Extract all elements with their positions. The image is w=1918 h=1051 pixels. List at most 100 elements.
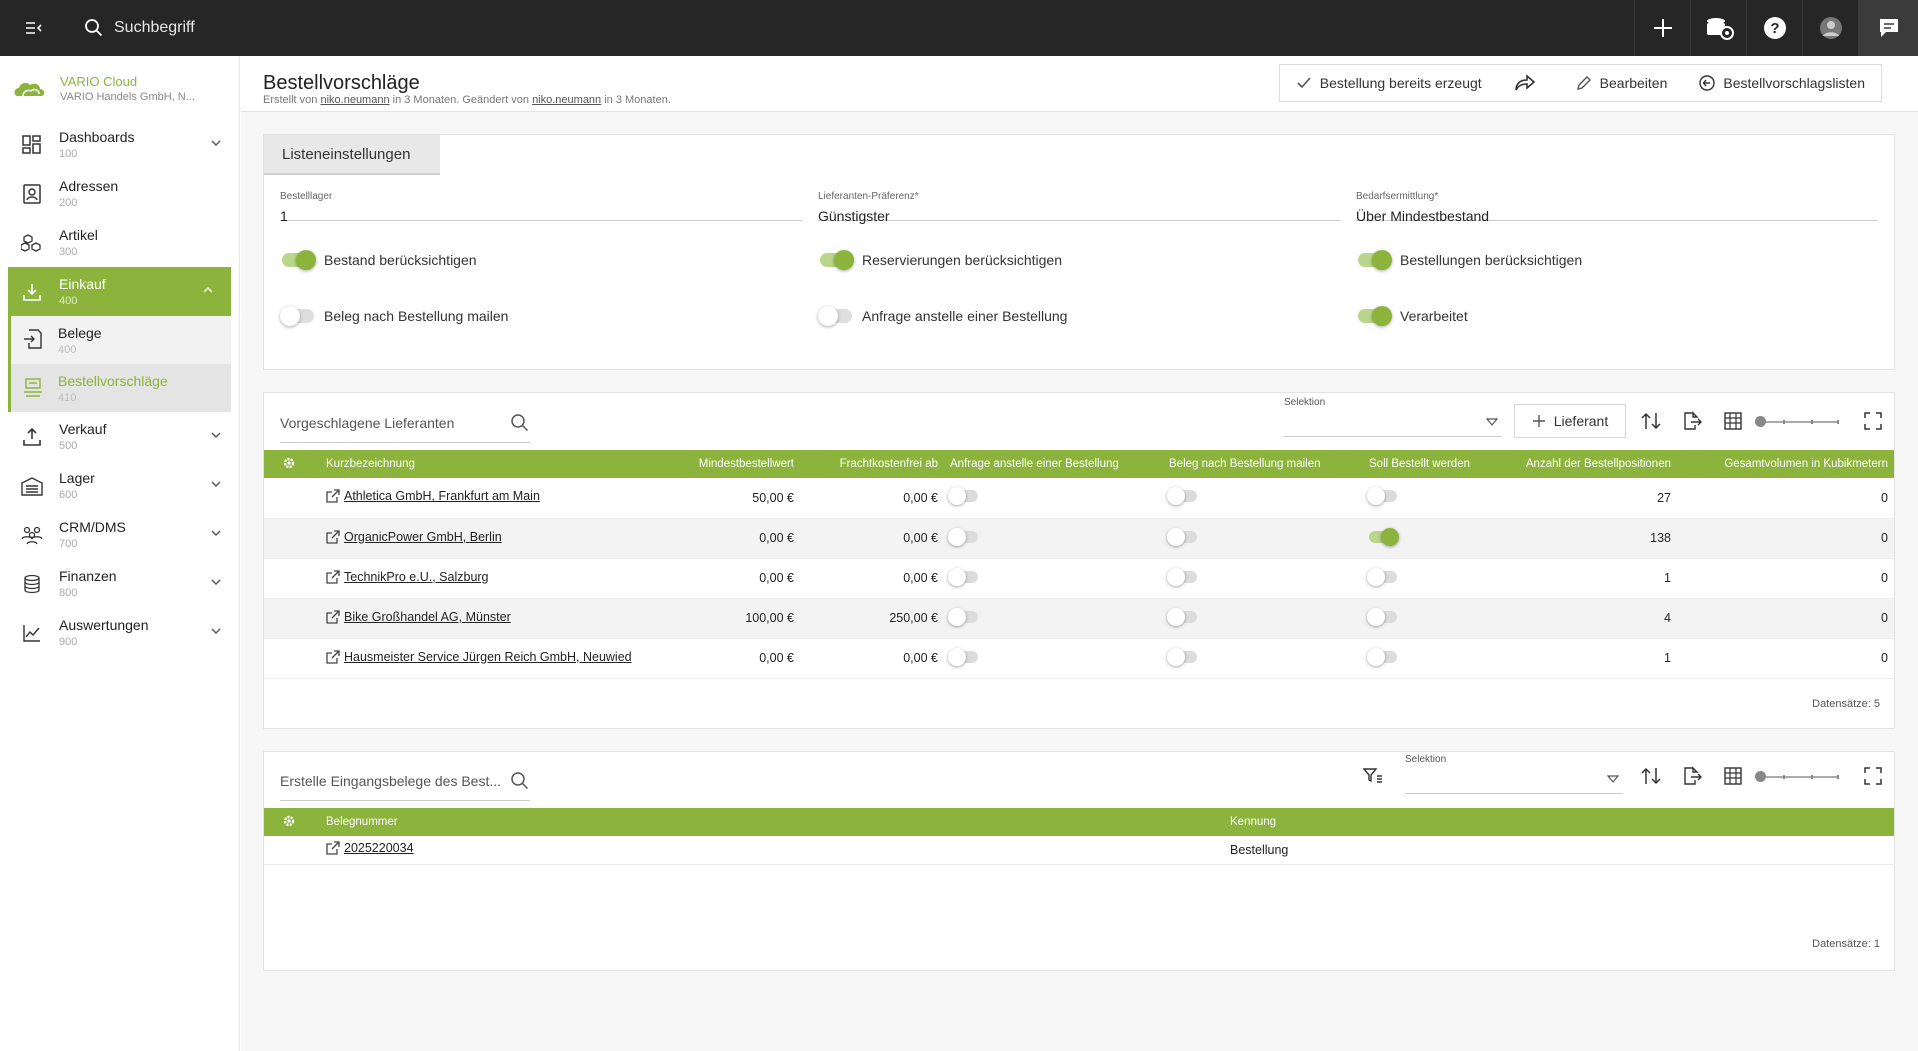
column-header[interactable]: Kennung: [1230, 816, 1277, 828]
fullscreen-icon[interactable]: [1861, 409, 1885, 433]
toggle-anfrage[interactable]: Anfrage anstelle einer Bestellung: [818, 306, 1067, 326]
column-header[interactable]: Mindestbestellwert: [698, 458, 794, 470]
brand[interactable]: VARIO Cloud VARIO Handels GmbH, N...: [0, 56, 239, 120]
fullscreen-icon[interactable]: [1861, 764, 1885, 788]
back-to-lists-button[interactable]: Bestellvorschlagslisten: [1683, 65, 1881, 101]
soll-bestellt-toggle[interactable]: [1367, 647, 1397, 666]
lieferanten-praeferenz-field[interactable]: Lieferanten-Präferenz* Günstigster: [818, 191, 1340, 224]
sidebar-item-finanzen[interactable]: Finanzen 800: [0, 559, 239, 608]
soll-bestellt-toggle[interactable]: [1367, 567, 1397, 586]
toggle-verarbeitet[interactable]: Verarbeitet: [1358, 306, 1468, 326]
soll-bestellt-toggle[interactable]: [1367, 607, 1397, 626]
export-file-icon[interactable]: [1680, 764, 1704, 788]
toggle-beleg-mailen[interactable]: Beleg nach Bestellung mailen: [280, 306, 508, 326]
supplier-name[interactable]: OrganicPower GmbH, Berlin: [344, 529, 502, 544]
bedarfsermittlung-field[interactable]: Bedarfsermittlung* Über Mindestbestand: [1356, 191, 1878, 224]
suppliers-search-input[interactable]: Vorgeschlagene Lieferanten: [280, 403, 530, 443]
sidebar-subitem-bestellvorschlaege[interactable]: Bestellvorschläge 410: [8, 364, 231, 412]
toggle-reservierungen[interactable]: Reservierungen berücksichtigen: [820, 250, 1062, 270]
table-row[interactable]: Bike Großhandel AG, Münster 100,00 € 250…: [264, 598, 1894, 638]
column-header[interactable]: Gesamtvolumen in Kubikmetern: [1724, 458, 1888, 470]
column-header[interactable]: Soll Bestellt werden: [1369, 458, 1470, 470]
help-icon[interactable]: ?: [1746, 0, 1802, 56]
users-gear-icon[interactable]: [1690, 0, 1746, 56]
anfrage-toggle[interactable]: [948, 647, 978, 666]
tab-listeneinstellungen[interactable]: Listeneinstellungen: [264, 135, 440, 175]
supplier-link[interactable]: Hausmeister Service Jürgen Reich GmbH, N…: [326, 650, 632, 664]
export-file-icon[interactable]: [1680, 409, 1704, 433]
mail-toggle[interactable]: [1167, 527, 1197, 546]
sidebar-item-artikel[interactable]: Artikel 300: [0, 218, 239, 267]
mail-toggle[interactable]: [1167, 607, 1197, 626]
table-row[interactable]: 2025220034 Bestellung: [264, 836, 1894, 864]
mail-toggle[interactable]: [1167, 487, 1197, 506]
chevron-down-icon[interactable]: [209, 136, 223, 150]
add-icon[interactable]: [1634, 0, 1690, 56]
documents-selektion-select[interactable]: Selektion: [1405, 750, 1623, 794]
document-link[interactable]: 2025220034: [326, 841, 414, 855]
toggle-bestand[interactable]: Bestand berücksichtigen: [282, 250, 477, 270]
chevron-down-icon[interactable]: [209, 428, 223, 442]
table-row[interactable]: OrganicPower GmbH, Berlin 0,00 € 0,00 € …: [264, 518, 1894, 558]
chevron-down-icon[interactable]: [209, 477, 223, 491]
table-columns-icon[interactable]: [1721, 764, 1745, 788]
share-button[interactable]: [1498, 65, 1560, 101]
column-header[interactable]: Anzahl der Bestellpositionen: [1525, 458, 1671, 470]
sidebar-subitem-belege[interactable]: Belege 400: [8, 316, 231, 364]
density-slider[interactable]: [1755, 416, 1839, 427]
edit-button[interactable]: Bearbeiten: [1560, 65, 1684, 101]
chevron-up-icon[interactable]: [201, 283, 215, 297]
order-created-button[interactable]: Bestellung bereits erzeugt: [1280, 65, 1498, 101]
supplier-name[interactable]: Hausmeister Service Jürgen Reich GmbH, N…: [344, 649, 632, 664]
toggle-bestellungen[interactable]: Bestellungen berücksichtigen: [1358, 250, 1582, 270]
chevron-down-icon[interactable]: [209, 575, 223, 589]
sidebar-item-adressen[interactable]: Adressen 200: [0, 169, 239, 218]
soll-bestellt-toggle[interactable]: [1369, 527, 1399, 546]
table-row[interactable]: TechnikPro e.U., Salzburg 0,00 € 0,00 € …: [264, 558, 1894, 598]
soll-bestellt-toggle[interactable]: [1367, 487, 1397, 506]
anfrage-toggle[interactable]: [948, 487, 978, 506]
search-icon[interactable]: [510, 771, 530, 791]
search-icon[interactable]: [510, 413, 530, 433]
supplier-link[interactable]: Athletica GmbH, Frankfurt am Main: [326, 489, 540, 503]
changed-by-link[interactable]: niko.neumann: [532, 94, 602, 106]
table-row[interactable]: Athletica GmbH, Frankfurt am Main 50,00 …: [264, 478, 1894, 518]
created-by-link[interactable]: niko.neumann: [320, 94, 390, 106]
supplier-link[interactable]: TechnikPro e.U., Salzburg: [326, 570, 489, 584]
column-header[interactable]: Beleg nach Bestellung mailen: [1169, 458, 1321, 470]
column-settings-gear-icon[interactable]: [264, 808, 320, 836]
column-header[interactable]: Kurzbezeichnung: [326, 458, 415, 470]
sort-swap-icon[interactable]: [1639, 764, 1663, 788]
chat-icon[interactable]: [1858, 0, 1918, 56]
column-header[interactable]: Frachtkostenfrei ab: [839, 458, 938, 470]
anfrage-toggle[interactable]: [948, 567, 978, 586]
document-number[interactable]: 2025220034: [344, 841, 414, 856]
supplier-link[interactable]: Bike Großhandel AG, Münster: [326, 610, 511, 624]
sidebar-item-einkauf[interactable]: Einkauf 400: [8, 267, 231, 316]
user-avatar-icon[interactable]: [1802, 0, 1858, 56]
add-supplier-button[interactable]: Lieferant: [1514, 404, 1626, 438]
supplier-link[interactable]: OrganicPower GmbH, Berlin: [326, 530, 502, 544]
supplier-name[interactable]: Athletica GmbH, Frankfurt am Main: [344, 489, 540, 504]
supplier-name[interactable]: Bike Großhandel AG, Münster: [344, 609, 511, 624]
suppliers-selektion-select[interactable]: Selektion: [1284, 393, 1502, 437]
chevron-down-icon[interactable]: [209, 624, 223, 638]
column-header[interactable]: Belegnummer: [326, 816, 398, 828]
sort-swap-icon[interactable]: [1639, 409, 1663, 433]
density-slider[interactable]: [1755, 771, 1839, 782]
sidebar-item-dashboards[interactable]: Dashboards 100: [0, 120, 239, 169]
anfrage-toggle[interactable]: [948, 527, 978, 546]
chevron-down-icon[interactable]: [209, 526, 223, 540]
column-settings-gear-icon[interactable]: [264, 450, 320, 478]
sidebar-item-verkauf[interactable]: Verkauf 500: [0, 412, 239, 461]
global-search-input[interactable]: Suchbegriff: [114, 19, 195, 36]
sidebar-item-lager[interactable]: Lager 600: [0, 461, 239, 510]
table-row[interactable]: Hausmeister Service Jürgen Reich GmbH, N…: [264, 638, 1894, 678]
table-columns-icon[interactable]: [1721, 409, 1745, 433]
bestelllager-field[interactable]: Bestelllager 1: [280, 191, 802, 224]
filter-icon[interactable]: [1361, 764, 1385, 788]
collapse-menu-icon[interactable]: [0, 0, 68, 56]
anfrage-toggle[interactable]: [948, 607, 978, 626]
mail-toggle[interactable]: [1167, 647, 1197, 666]
mail-toggle[interactable]: [1167, 567, 1197, 586]
